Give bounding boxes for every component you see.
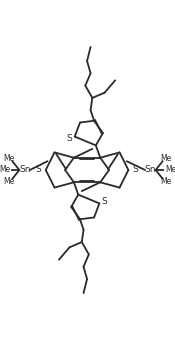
Text: S: S xyxy=(102,197,107,206)
Text: Me: Me xyxy=(160,177,172,186)
Text: Sn: Sn xyxy=(19,166,30,174)
Text: Me: Me xyxy=(3,177,15,186)
Text: S: S xyxy=(36,166,42,174)
Text: S: S xyxy=(132,166,138,174)
Text: Sn: Sn xyxy=(145,166,156,174)
Text: Me: Me xyxy=(165,166,175,174)
Text: Me: Me xyxy=(0,166,10,174)
Text: S: S xyxy=(67,134,72,143)
Text: Me: Me xyxy=(160,154,172,163)
Text: Me: Me xyxy=(3,154,15,163)
